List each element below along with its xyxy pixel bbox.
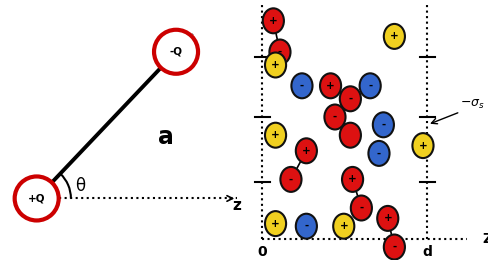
Text: +: + <box>383 213 391 223</box>
Circle shape <box>291 73 312 98</box>
Circle shape <box>280 167 301 192</box>
Circle shape <box>367 141 389 166</box>
Text: z: z <box>232 198 241 213</box>
Circle shape <box>376 206 398 231</box>
Circle shape <box>154 30 198 74</box>
Circle shape <box>332 214 354 239</box>
Text: +: + <box>418 141 427 151</box>
Circle shape <box>350 196 371 220</box>
Circle shape <box>339 86 360 111</box>
Text: a: a <box>158 125 174 149</box>
Text: 0: 0 <box>257 245 266 259</box>
Circle shape <box>264 53 285 77</box>
Circle shape <box>262 8 284 33</box>
Circle shape <box>411 133 433 158</box>
Text: +: + <box>271 130 279 140</box>
Text: -: - <box>376 148 380 158</box>
Text: -: - <box>347 94 352 104</box>
Text: -: - <box>304 221 308 231</box>
Text: +: + <box>268 16 277 26</box>
Text: -: - <box>381 120 385 130</box>
Circle shape <box>15 177 59 220</box>
Text: -: - <box>367 81 371 91</box>
Text: d: d <box>422 245 431 259</box>
Circle shape <box>264 123 285 148</box>
Text: -: - <box>299 81 304 91</box>
Circle shape <box>264 211 285 236</box>
Text: +: + <box>347 174 356 184</box>
Circle shape <box>372 112 393 137</box>
Text: -: - <box>288 174 292 184</box>
Text: θ: θ <box>76 177 85 195</box>
Text: $-\sigma_s$: $-\sigma_s$ <box>460 98 484 110</box>
Circle shape <box>269 40 290 64</box>
Text: -: - <box>359 203 363 213</box>
Text: +: + <box>271 219 279 229</box>
Circle shape <box>339 123 360 148</box>
Circle shape <box>295 138 316 163</box>
Text: -: - <box>332 112 336 122</box>
Circle shape <box>341 167 363 192</box>
Circle shape <box>324 105 345 129</box>
Text: +: + <box>271 60 279 70</box>
Circle shape <box>359 73 380 98</box>
Circle shape <box>319 73 341 98</box>
Text: +: + <box>389 31 398 41</box>
Circle shape <box>295 214 316 239</box>
Text: +: + <box>339 221 347 231</box>
Text: -Q: -Q <box>169 47 182 57</box>
Text: +: + <box>325 81 334 91</box>
Text: +Q: +Q <box>28 193 45 204</box>
Text: -: - <box>277 47 282 57</box>
Text: -: - <box>391 242 396 252</box>
Text: Z: Z <box>482 232 488 246</box>
Text: +: + <box>302 146 310 156</box>
Circle shape <box>383 24 404 49</box>
Circle shape <box>383 235 404 259</box>
